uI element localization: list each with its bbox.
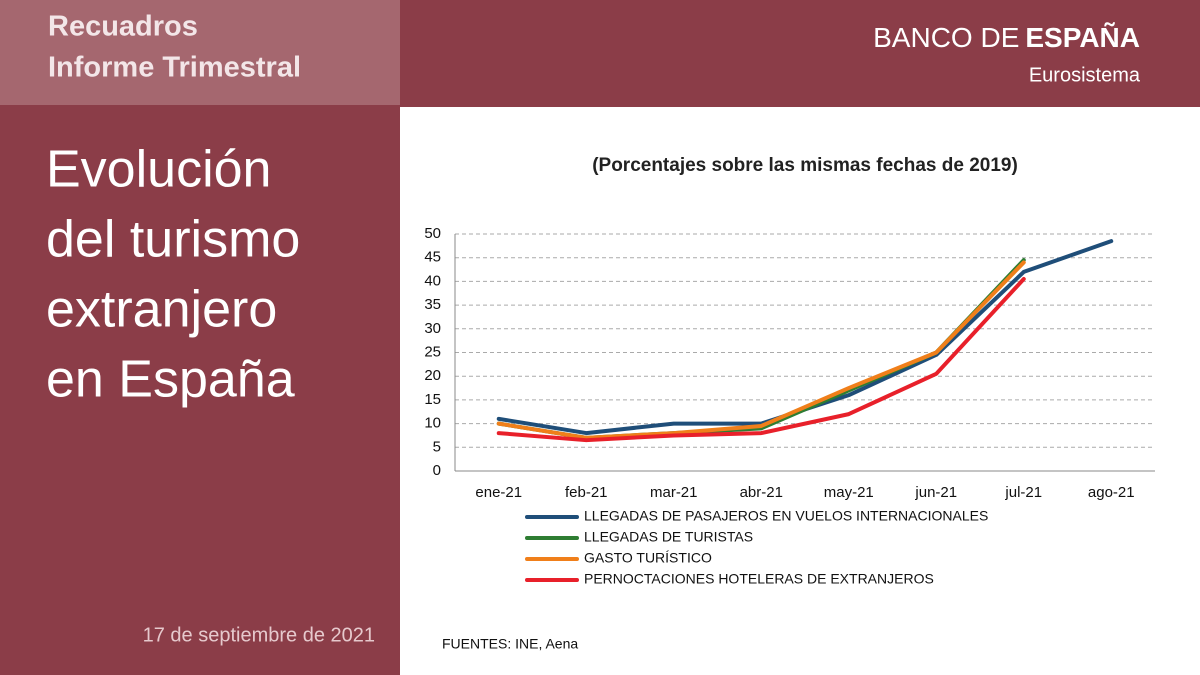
legend-label: GASTO TURÍSTICO <box>584 550 712 566</box>
y-tick-label: 20 <box>424 367 441 384</box>
x-tick-label: jun-21 <box>914 484 957 501</box>
legend-label: PERNOCTACIONES HOTELERAS DE EXTRANJEROS <box>584 571 934 587</box>
header-line: Recuadros <box>48 11 198 43</box>
x-tick-label: may-21 <box>824 484 874 501</box>
x-tick-label: jul-21 <box>1004 484 1042 501</box>
legend-label: LLEGADAS DE PASAJEROS EN VUELOS INTERNAC… <box>584 508 988 524</box>
chart-title: (Porcentajes sobre las mismas fechas de … <box>592 155 1018 176</box>
legend-label: LLEGADAS DE TURISTAS <box>584 529 753 545</box>
header-box <box>0 0 400 105</box>
header-line: Informe Trimestral <box>48 52 301 84</box>
x-tick-label: mar-21 <box>650 484 698 501</box>
brand: BANCO DE ESPAÑA <box>873 22 1140 53</box>
x-tick-label: feb-21 <box>565 484 608 501</box>
side-panel <box>0 0 400 675</box>
y-tick-label: 35 <box>424 296 441 313</box>
y-tick-label: 50 <box>424 225 441 242</box>
y-tick-label: 45 <box>424 249 441 266</box>
y-tick-label: 30 <box>424 320 441 337</box>
y-tick-label: 0 <box>433 462 441 479</box>
series-line <box>496 260 1026 440</box>
x-tick-label: ene-21 <box>475 484 522 501</box>
y-tick-label: 5 <box>433 438 441 455</box>
side-title: en España <box>46 351 295 409</box>
side-title: extranjero <box>46 281 277 339</box>
y-tick-label: 25 <box>424 343 441 360</box>
side-title: Evolución <box>46 141 271 199</box>
brand-sub: Eurosistema <box>1029 64 1141 86</box>
brand-bold: ESPAÑA <box>1025 22 1140 53</box>
y-tick-label: 15 <box>424 391 441 408</box>
y-tick-label: 10 <box>424 415 441 432</box>
y-tick-label: 40 <box>424 272 441 289</box>
x-tick-label: ago-21 <box>1088 484 1135 501</box>
source: FUENTES: INE, Aena <box>442 636 578 652</box>
date: 17 de septiembre de 2021 <box>143 624 375 646</box>
brand-light: BANCO DE <box>873 22 1019 53</box>
x-tick-label: abr-21 <box>740 484 783 501</box>
series-line <box>496 277 1026 443</box>
side-title: del turismo <box>46 211 300 269</box>
